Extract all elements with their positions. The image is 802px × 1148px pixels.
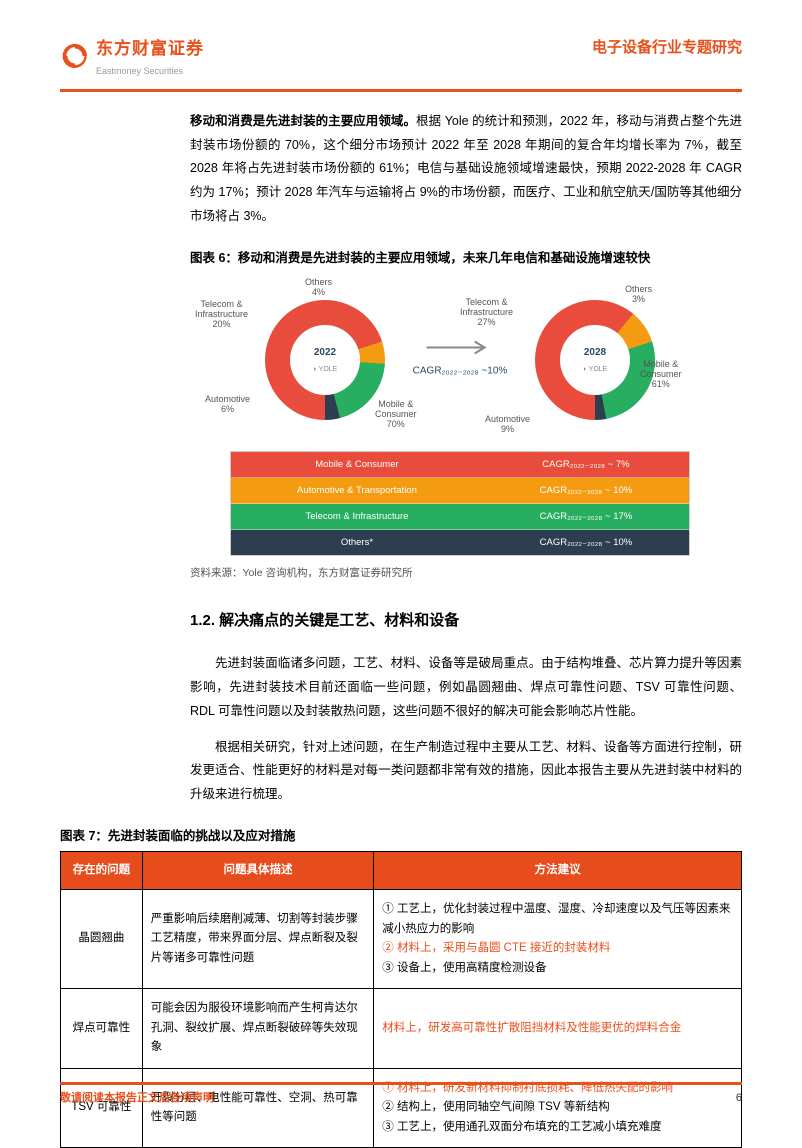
donut-2028-center: 2028 ◗ YOLE (560, 325, 630, 395)
slice-label: Automotive9% (485, 415, 530, 435)
cagr-value: CAGR₂₀₂₂₋₂₀₂₈ ~ 10% (483, 530, 689, 555)
header-title: 电子设备行业专题研究 (592, 34, 742, 61)
cagr-value: CAGR₂₀₂₂₋₂₀₂₈ ~ 17% (483, 504, 689, 529)
th-problem: 存在的问题 (61, 852, 143, 890)
cagr-row: Telecom & InfrastructureCAGR₂₀₂₂₋₂₀₂₈ ~ … (231, 504, 689, 530)
cagr-table: Mobile & ConsumerCAGR₂₀₂₂₋₂₀₂₈ ~ 7%Autom… (230, 451, 690, 556)
cell-description: 可能会因为服役环境影响而产生柯肯达尔孔洞、裂纹扩展、焊点断裂破碎等失效现象 (142, 989, 374, 1069)
slice-label: Automotive6% (205, 395, 250, 415)
donut-2028-group: 2028 ◗ YOLE Mobile &Consumer61% Automotiv… (485, 280, 705, 440)
cagr-row: Mobile & ConsumerCAGR₂₀₂₂₋₂₀₂₈ ~ 7% (231, 452, 689, 478)
section-1-2-heading: 1.2. 解决痛点的关键是工艺、材料和设备 (190, 607, 742, 634)
cell-problem: 焊点可靠性 (61, 989, 143, 1069)
paragraph-1: 移动和消费是先进封装的主要应用领域。根据 Yole 的统计和预测，2022 年，… (190, 110, 742, 229)
cagr-value: CAGR₂₀₂₂₋₂₀₂₈ ~ 7% (483, 452, 689, 477)
donut-2022-center: 2022 ◗ YOLE (290, 325, 360, 395)
chart6-caption: 图表 6：移动和消费是先进封装的主要应用领域，未来几年电信和基础设施增速较快 (190, 247, 742, 270)
slice-label: Telecom &Infrastructure20% (195, 300, 248, 330)
chart6-source: 资料来源：Yole 咨询机构，东方财富证券研究所 (190, 564, 742, 583)
chart6: 2022 ◗ YOLE Mobile &Consumer70% Automotiv… (190, 275, 730, 556)
donut-2028: 2028 ◗ YOLE (535, 300, 655, 420)
footer-rule (60, 1082, 742, 1085)
donut-2022: 2022 ◗ YOLE (265, 300, 385, 420)
paragraph-3: 根据相关研究，针对上述问题，在生产制造过程中主要从工艺、材料、设备等方面进行控制… (190, 736, 742, 807)
table-row: 焊点可靠性可能会因为服役环境影响而产生柯肯达尔孔洞、裂纹扩展、焊点断裂破碎等失效… (61, 989, 742, 1069)
donut-2022-year: 2022 (314, 344, 336, 362)
cagr-segment: Others* (231, 530, 483, 555)
table7-caption: 图表 7：先进封装面临的挑战以及应对措施 (60, 825, 742, 848)
th-suggestion: 方法建议 (374, 852, 742, 890)
slice-label: Others4% (305, 278, 332, 298)
cell-suggestion: ① 工艺上，优化封装过程中温度、湿度、冷却速度以及气压等因素来减小热应力的影响②… (374, 889, 742, 988)
p1-rest: 根据 Yole 的统计和预测，2022 年，移动与消费占整个先进封装市场份额的 … (190, 114, 742, 223)
header-rule (60, 89, 742, 92)
p1-lead: 移动和消费是先进封装的主要应用领域。 (190, 114, 416, 128)
page-footer: 敬请阅读本报告正文后各项声明 6 (60, 1082, 742, 1109)
cagr-value: CAGR₂₀₂₂₋₂₀₂₈ ~ 10% (483, 478, 689, 503)
footer-disclaimer: 敬请阅读本报告正文后各项声明 (60, 1089, 214, 1109)
logo-icon (60, 41, 90, 71)
cell-problem: 晶圆翘曲 (61, 889, 143, 988)
slice-label: Mobile &Consumer61% (640, 360, 682, 390)
th-description: 问题具体描述 (142, 852, 374, 890)
logo-text-en: Eastmoney Securities (96, 63, 204, 79)
table-row: 晶圆翘曲严重影响后续磨削减薄、切割等封装步骤工艺精度，带来界面分层、焊点断裂及裂… (61, 889, 742, 988)
cagr-segment: Automotive & Transportation (231, 478, 483, 503)
yole-logo-2028: ◗ YOLE (583, 364, 608, 377)
donuts-row: 2022 ◗ YOLE Mobile &Consumer70% Automotiv… (190, 275, 730, 445)
page-header: 东方财富证券 Eastmoney Securities 电子设备行业专题研究 (60, 34, 742, 79)
donut-2022-group: 2022 ◗ YOLE Mobile &Consumer70%Automotiv… (215, 280, 435, 440)
cagr-row: Automotive & TransportationCAGR₂₀₂₂₋₂₀₂₈… (231, 478, 689, 504)
logo: 东方财富证券 Eastmoney Securities (60, 34, 204, 79)
logo-text-cn: 东方财富证券 (96, 34, 204, 65)
page-number: 6 (736, 1089, 742, 1109)
cagr-segment: Mobile & Consumer (231, 452, 483, 477)
paragraph-2: 先进封装面临诸多问题，工艺、材料、设备等是破局重点。由于结构堆叠、芯片算力提升等… (190, 652, 742, 723)
slice-label: Mobile &Consumer70% (375, 400, 417, 430)
cell-description: 严重影响后续磨削减薄、切割等封装步骤工艺精度，带来界面分层、焊点断裂及裂片等诸多… (142, 889, 374, 988)
cell-suggestion: 材料上，研发高可靠性扩散阻挡材料及性能更优的焊料合金 (374, 989, 742, 1069)
cagr-row: Others*CAGR₂₀₂₂₋₂₀₂₈ ~ 10% (231, 530, 689, 555)
slice-label: Others3% (625, 285, 652, 305)
donut-2028-year: 2028 (584, 344, 606, 362)
yole-logo-2022: ◗ YOLE (313, 364, 338, 377)
cagr-segment: Telecom & Infrastructure (231, 504, 483, 529)
slice-label: Telecom &Infrastructure27% (460, 298, 513, 328)
